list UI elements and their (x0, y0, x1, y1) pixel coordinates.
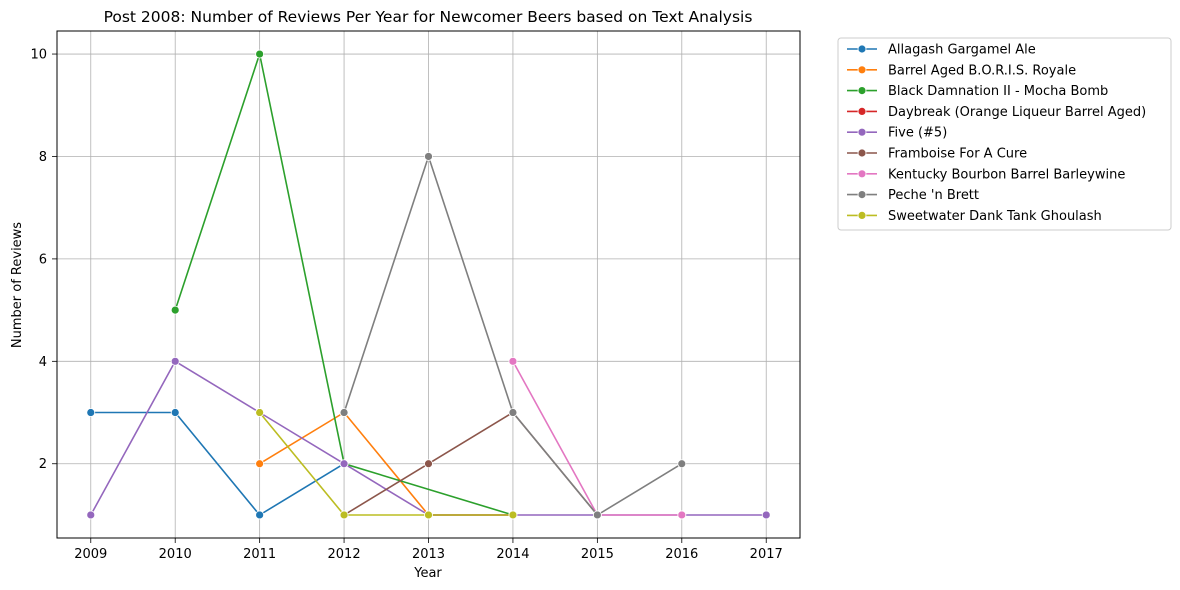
legend-label: Peche 'n Brett (888, 188, 979, 203)
y-tick-label: 10 (30, 48, 47, 63)
legend-entry: Allagash Gargamel Ale (847, 43, 1036, 58)
series-layer (86, 49, 771, 520)
x-tick-label: 2011 (243, 547, 276, 562)
legend-entry: Five (#5) (847, 126, 947, 141)
series-line (90, 411, 345, 516)
legend-marker (857, 127, 867, 137)
legend-label: Sweetwater Dank Tank Ghoulash (888, 209, 1102, 224)
y-tick-label: 8 (39, 150, 47, 165)
data-point (86, 408, 96, 417)
x-tick-label: 2012 (328, 547, 361, 562)
data-point (339, 408, 349, 417)
y-tick-label: 4 (39, 355, 47, 370)
data-point (424, 459, 433, 469)
x-tick-label: 2015 (581, 547, 614, 562)
legend-marker (857, 107, 867, 116)
legend-label: Framboise For A Cure (888, 147, 1027, 162)
data-point (170, 305, 180, 315)
data-point (339, 459, 349, 469)
x-tick-label: 2013 (412, 547, 445, 562)
legend-marker (857, 86, 867, 95)
y-tick-label: 6 (39, 252, 47, 267)
x-tick-label: 2017 (750, 547, 783, 562)
legend-entry: Sweetwater Dank Tank Ghoulash (847, 209, 1102, 224)
data-point (255, 408, 265, 417)
data-point (424, 152, 433, 161)
data-point (761, 510, 771, 520)
y-tick-label: 2 (39, 457, 47, 472)
data-point (339, 510, 349, 520)
legend-entry: Daybreak (Orange Liqueur Barrel Aged) (847, 105, 1146, 120)
data-point (86, 510, 96, 520)
data-point (508, 510, 518, 520)
legend-entry: Peche 'n Brett (847, 188, 979, 203)
series-line (258, 411, 513, 516)
legend-marker (857, 190, 867, 200)
data-point (508, 408, 518, 417)
data-point (424, 510, 433, 520)
legend-label: Allagash Gargamel Ale (888, 43, 1036, 58)
x-tick-label: 2010 (159, 547, 192, 562)
data-point (255, 459, 265, 469)
data-point (677, 510, 687, 520)
chart-title: Post 2008: Number of Reviews Per Year fo… (104, 8, 753, 26)
data-point (255, 510, 265, 520)
x-tick-label: 2016 (665, 547, 698, 562)
legend-marker (857, 44, 867, 54)
x-axis-label: Year (413, 566, 442, 581)
legend-marker (857, 148, 867, 158)
legend-label: Black Damnation II - Mocha Bomb (888, 84, 1108, 99)
data-point (592, 510, 602, 520)
legend-marker (857, 169, 867, 179)
legend-frame (837, 37, 1172, 231)
data-point (170, 356, 180, 366)
series (255, 408, 518, 520)
legend-entry: Black Damnation II - Mocha Bomb (847, 84, 1108, 99)
legend-marker (857, 65, 867, 75)
series-line (174, 53, 514, 516)
y-axis-ticks: 2 4 6 8 10 (30, 48, 57, 472)
legend-entry: Framboise For A Cure (847, 147, 1027, 162)
x-tick-label: 2009 (74, 547, 107, 562)
data-point (677, 459, 687, 469)
data-point (508, 356, 518, 366)
legend-entry: Kentucky Bourbon Barrel Barleywine (847, 167, 1125, 182)
y-axis-label: Number of Reviews (10, 222, 25, 348)
legend-label: Kentucky Bourbon Barrel Barleywine (888, 167, 1125, 182)
data-point (255, 49, 265, 59)
legend-label: Barrel Aged B.O.R.I.S. Royale (888, 63, 1076, 78)
legend-entry: Barrel Aged B.O.R.I.S. Royale (847, 63, 1076, 78)
legend-marker (857, 210, 867, 220)
series (339, 152, 687, 520)
x-axis-ticks: 2009 2010 2011 2012 2013 2014 2015 2016 2017 (74, 538, 783, 562)
legend-label: Five (#5) (888, 126, 947, 141)
legend-label: Daybreak (Orange Liqueur Barrel Aged) (888, 105, 1146, 120)
legend: Allagash Gargamel Ale Barrel Aged B.O.R.I… (837, 37, 1172, 231)
data-point (170, 408, 180, 417)
x-tick-label: 2014 (496, 547, 529, 562)
